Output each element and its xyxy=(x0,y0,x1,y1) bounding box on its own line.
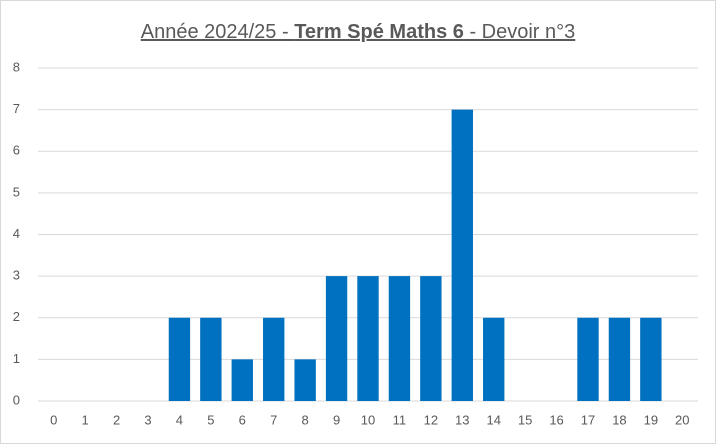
bar xyxy=(168,317,191,401)
x-tick-label: 20 xyxy=(675,412,689,427)
x-tick-label: 18 xyxy=(612,412,626,427)
bar xyxy=(231,359,253,401)
x-tick-label: 10 xyxy=(361,412,375,427)
y-tick-label: 2 xyxy=(13,309,20,324)
bar xyxy=(608,317,631,401)
x-tick-label: 15 xyxy=(518,412,532,427)
y-tick-label: 0 xyxy=(13,392,20,407)
chart-title: Année 2024/25 - Term Spé Maths 6 - Devoi… xyxy=(141,21,576,43)
x-tick-label: 16 xyxy=(549,412,563,427)
y-tick-label: 8 xyxy=(13,59,20,74)
title-part: Année 2024/25 - xyxy=(141,21,294,43)
title-part: Term Spé Maths 6 xyxy=(294,21,464,43)
y-tick-label: 6 xyxy=(13,143,20,158)
bar xyxy=(325,276,348,401)
bar xyxy=(577,317,599,401)
y-tick-label: 1 xyxy=(13,351,20,366)
bar xyxy=(451,109,473,401)
title-part: - Devoir n°3 xyxy=(464,21,575,43)
x-tick-label: 1 xyxy=(82,412,89,427)
bar xyxy=(357,276,379,401)
x-tick-label: 4 xyxy=(176,412,183,427)
y-tick-label: 5 xyxy=(13,184,20,199)
x-tick-label: 13 xyxy=(455,412,469,427)
bar xyxy=(483,317,505,401)
y-tick-label: 4 xyxy=(13,226,20,241)
x-tick-label: 6 xyxy=(239,412,246,427)
x-tick-label: 8 xyxy=(302,412,309,427)
x-tick-label: 12 xyxy=(424,412,438,427)
bar xyxy=(420,276,442,401)
bar xyxy=(200,317,222,401)
x-tick-label: 14 xyxy=(486,412,500,427)
y-tick-label: 7 xyxy=(13,101,20,116)
x-tick-label: 0 xyxy=(50,412,57,427)
x-tick-label: 7 xyxy=(270,412,277,427)
bar xyxy=(388,276,411,401)
bar xyxy=(294,359,316,401)
x-tick-label: 11 xyxy=(393,412,407,427)
y-tick-label: 3 xyxy=(13,268,20,283)
x-tick-label: 3 xyxy=(144,412,151,427)
x-tick-label: 5 xyxy=(207,412,214,427)
x-tick-label: 19 xyxy=(644,412,658,427)
bar xyxy=(640,317,662,401)
x-tick-label: 17 xyxy=(581,412,595,427)
bar xyxy=(263,317,285,401)
x-tick-label: 2 xyxy=(113,412,120,427)
x-tick-label: 9 xyxy=(333,412,340,427)
